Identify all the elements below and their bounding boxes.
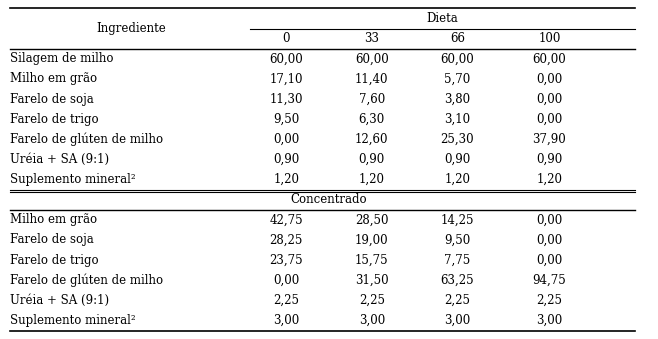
Text: 0,00: 0,00 [536,113,563,126]
Text: Farelo de soja: Farelo de soja [10,93,93,105]
Text: 3,00: 3,00 [536,314,563,327]
Text: 2,25: 2,25 [444,294,470,307]
Text: 60,00: 60,00 [440,52,474,65]
Text: 3,00: 3,00 [359,314,385,327]
Text: 9,50: 9,50 [444,234,470,246]
Text: 9,50: 9,50 [273,113,299,126]
Text: 3,00: 3,00 [444,314,470,327]
Text: 15,75: 15,75 [355,254,389,266]
Text: 12,60: 12,60 [355,133,388,146]
Text: 28,50: 28,50 [355,213,388,226]
Text: Milho em grão: Milho em grão [10,213,97,226]
Text: 0,00: 0,00 [536,213,563,226]
Text: 0,00: 0,00 [273,274,299,287]
Text: 37,90: 37,90 [532,133,567,146]
Text: Dieta: Dieta [426,12,459,25]
Text: 6,30: 6,30 [359,113,385,126]
Text: 94,75: 94,75 [532,274,567,287]
Text: 7,75: 7,75 [444,254,470,266]
Text: 7,60: 7,60 [359,93,385,105]
Text: 5,70: 5,70 [444,73,470,85]
Text: 0,90: 0,90 [359,153,385,166]
Text: Suplemento mineral²: Suplemento mineral² [10,314,136,327]
Text: Concentrado: Concentrado [291,193,367,206]
Text: 14,25: 14,25 [441,213,474,226]
Text: 17,10: 17,10 [270,73,303,85]
Text: 100: 100 [538,32,561,45]
Text: 25,30: 25,30 [440,133,474,146]
Text: 0,00: 0,00 [536,234,563,246]
Text: Farelo de soja: Farelo de soja [10,234,93,246]
Text: 2,25: 2,25 [536,294,563,307]
Text: 33: 33 [365,32,379,45]
Text: Farelo de trigo: Farelo de trigo [10,113,99,126]
Text: 3,10: 3,10 [444,113,470,126]
Text: 0,90: 0,90 [273,153,299,166]
Text: Farelo de glúten de milho: Farelo de glúten de milho [10,133,163,146]
Text: 1,20: 1,20 [536,173,563,186]
Text: Farelo de glúten de milho: Farelo de glúten de milho [10,274,163,287]
Text: 63,25: 63,25 [440,274,474,287]
Text: 0,00: 0,00 [273,133,299,146]
Text: 2,25: 2,25 [273,294,299,307]
Text: 42,75: 42,75 [269,213,303,226]
Text: 60,00: 60,00 [269,52,303,65]
Text: 28,25: 28,25 [270,234,303,246]
Text: Uréia + SA (9:1): Uréia + SA (9:1) [10,153,109,166]
Text: 11,30: 11,30 [270,93,303,105]
Text: 0: 0 [282,32,290,45]
Text: 0,00: 0,00 [536,254,563,266]
Text: 0,00: 0,00 [536,73,563,85]
Text: 23,75: 23,75 [269,254,303,266]
Text: Ingrediente: Ingrediente [97,22,166,35]
Text: 0,90: 0,90 [444,153,470,166]
Text: 3,80: 3,80 [444,93,470,105]
Text: 3,00: 3,00 [273,314,299,327]
Text: 19,00: 19,00 [355,234,389,246]
Text: 31,50: 31,50 [355,274,389,287]
Text: Suplemento mineral²: Suplemento mineral² [10,173,136,186]
Text: 60,00: 60,00 [532,52,567,65]
Text: Milho em grão: Milho em grão [10,73,97,85]
Text: 1,20: 1,20 [444,173,470,186]
Text: 1,20: 1,20 [359,173,385,186]
Text: 1,20: 1,20 [273,173,299,186]
Text: 0,90: 0,90 [536,153,563,166]
Text: Farelo de trigo: Farelo de trigo [10,254,99,266]
Text: 0,00: 0,00 [536,93,563,105]
Text: 2,25: 2,25 [359,294,385,307]
Text: 66: 66 [450,32,465,45]
Text: 60,00: 60,00 [355,52,389,65]
Text: 11,40: 11,40 [355,73,388,85]
Text: Silagem de milho: Silagem de milho [10,52,113,65]
Text: Uréia + SA (9:1): Uréia + SA (9:1) [10,294,109,307]
